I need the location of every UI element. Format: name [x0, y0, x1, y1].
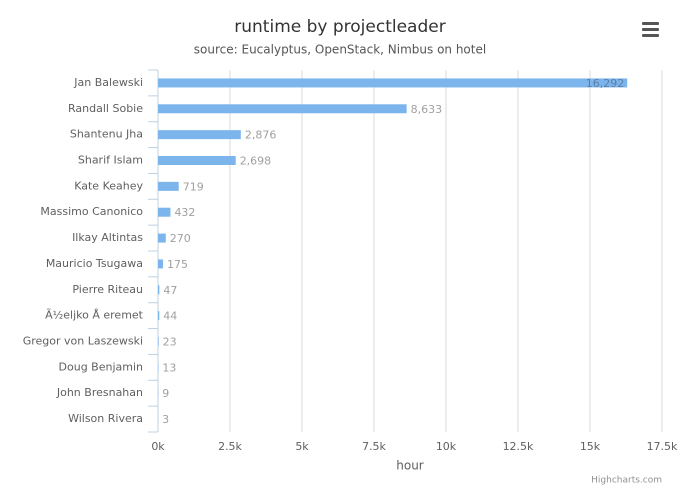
y-tick-label: Doug Benjamin — [59, 360, 144, 373]
y-tick-label: Ilkay Altintas — [72, 231, 143, 244]
chart-title: runtime by projectleader — [234, 17, 445, 37]
bar — [158, 156, 236, 165]
chart-subtitle: source: Eucalyptus, OpenStack, Nimbus on… — [194, 43, 486, 57]
bar — [158, 182, 179, 191]
menu-bar — [642, 28, 659, 31]
y-tick-label: Gregor von Laszewski — [23, 335, 143, 348]
value-label: 47 — [163, 284, 177, 297]
y-tick-label: Mauricio Tsugawa — [46, 257, 143, 270]
bar — [158, 130, 241, 139]
bar — [158, 104, 407, 113]
value-label: 432 — [174, 206, 195, 219]
value-label: 175 — [167, 258, 188, 271]
bar — [158, 234, 166, 243]
value-label: 13 — [162, 361, 176, 374]
value-label: 719 — [183, 180, 204, 193]
credits[interactable]: Highcharts.com — [591, 476, 662, 486]
x-tick-label: 2.5k — [218, 440, 242, 453]
bar — [158, 311, 159, 320]
value-label: 3 — [162, 413, 169, 426]
value-label: 8,633 — [411, 103, 443, 116]
bar — [158, 78, 627, 87]
bar — [158, 337, 159, 346]
y-tick-label: Massimo Canonico — [40, 205, 143, 218]
value-label: 9 — [162, 387, 169, 400]
y-tick-label: Shantenu Jha — [70, 128, 143, 141]
x-tick-label: 5k — [295, 440, 309, 453]
y-tick-label: Pierre Riteau — [72, 283, 143, 296]
y-tick-label: Kate Keahey — [74, 179, 143, 192]
x-tick-label: 0k — [151, 440, 165, 453]
bar — [158, 259, 163, 268]
bar — [158, 285, 159, 294]
y-tick-label: Wilson Rivera — [68, 412, 143, 425]
bar — [158, 208, 170, 217]
value-label: 16,292 — [586, 77, 625, 90]
x-tick-label: 7.5k — [362, 440, 386, 453]
y-tick-label: Jan Balewski — [73, 76, 143, 89]
x-axis-title: hour — [396, 459, 424, 473]
menu-bar — [642, 22, 659, 25]
menu-button[interactable] — [642, 22, 659, 37]
menu-bar — [642, 34, 659, 37]
x-tick-label: 12.5k — [503, 440, 534, 453]
x-tick-label: 10k — [436, 440, 457, 453]
y-tick-label: Sharif Islam — [78, 154, 143, 167]
value-label: 2,876 — [245, 129, 277, 142]
value-label: 2,698 — [240, 155, 272, 168]
x-tick-label: 17.5k — [647, 440, 678, 453]
value-label: 23 — [163, 336, 177, 349]
y-tick-label: Randall Sobie — [68, 102, 143, 115]
value-label: 44 — [163, 310, 177, 323]
y-tick-label: Ã½eljko Å eremet — [45, 309, 144, 322]
x-tick-label: 15k — [580, 440, 601, 453]
value-label: 270 — [170, 232, 191, 245]
y-tick-label: John Bresnahan — [56, 386, 143, 399]
